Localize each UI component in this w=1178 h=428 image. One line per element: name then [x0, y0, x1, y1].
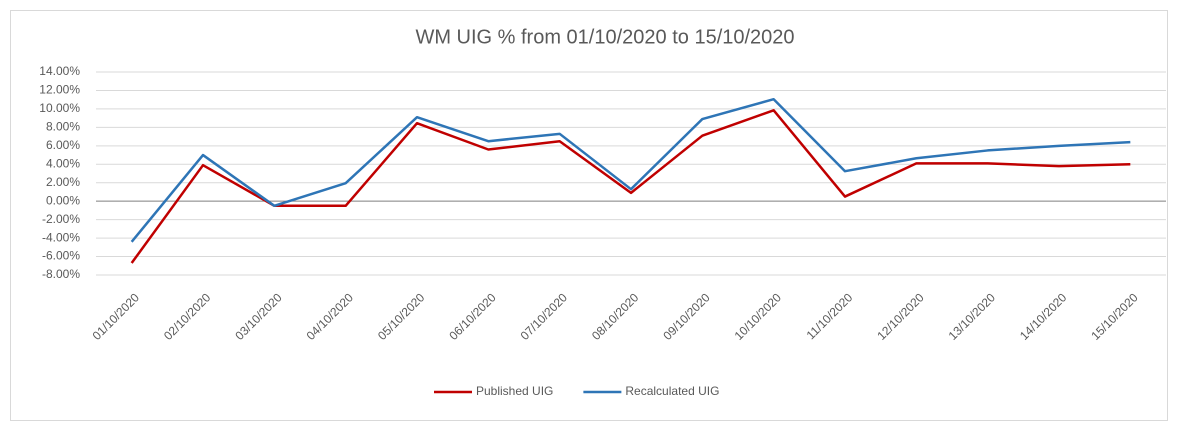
line-series: [130, 109, 1131, 264]
legend-label: Recalculated UIG: [625, 384, 719, 398]
y-tick-label: -8.00%: [42, 267, 80, 281]
y-tick-label: -4.00%: [42, 230, 80, 244]
y-tick-label: 0.00%: [46, 193, 80, 207]
y-tick-label: 12.00%: [39, 83, 80, 97]
y-tick-label: 8.00%: [46, 120, 80, 134]
chart-title: WM UIG % from 01/10/2020 to 15/10/2020: [415, 26, 794, 48]
line-series: [130, 97, 1131, 243]
y-tick-label: 2.00%: [46, 175, 80, 189]
y-tick-label: 10.00%: [39, 101, 80, 115]
y-tick-label: 4.00%: [46, 156, 80, 170]
chart-border: [10, 10, 1168, 421]
y-tick-label: 6.00%: [46, 138, 80, 152]
y-tick-label: -6.00%: [42, 249, 80, 263]
y-tick-label: 14.00%: [39, 64, 80, 78]
y-tick-label: -2.00%: [42, 212, 80, 226]
legend-label: Published UIG: [476, 384, 553, 398]
